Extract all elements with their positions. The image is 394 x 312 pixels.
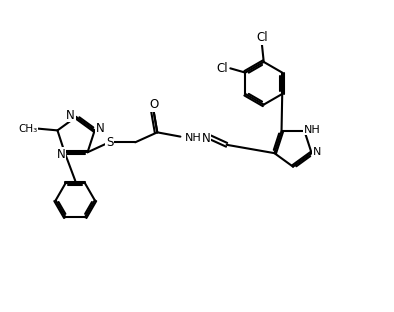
Text: NH: NH <box>185 134 201 144</box>
Text: CH₃: CH₃ <box>19 124 37 134</box>
Text: NH: NH <box>304 124 321 134</box>
Text: N: N <box>96 122 104 135</box>
Text: N: N <box>66 109 75 122</box>
Text: Cl: Cl <box>256 31 268 44</box>
Text: S: S <box>106 136 113 149</box>
Text: Cl: Cl <box>217 62 228 75</box>
Text: N: N <box>313 148 321 158</box>
Text: N: N <box>202 132 210 145</box>
Text: N: N <box>57 148 65 161</box>
Text: O: O <box>149 98 158 111</box>
